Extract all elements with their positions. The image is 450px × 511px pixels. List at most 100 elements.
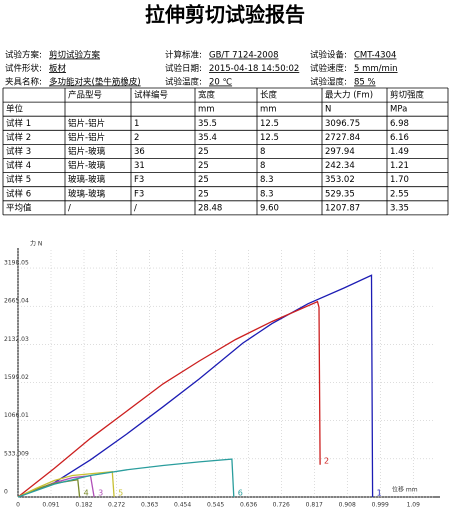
table-cell: F3 bbox=[134, 175, 144, 185]
table-cell: 12.5 bbox=[260, 119, 279, 129]
table-header: 宽度 bbox=[198, 90, 216, 101]
curve bbox=[17, 274, 374, 498]
table-cell: 28.48 bbox=[198, 203, 222, 213]
table-cell: 3.35 bbox=[390, 203, 409, 213]
table-cell: 试样 2 bbox=[6, 132, 31, 143]
table-cell: 2.55 bbox=[390, 189, 409, 199]
table-cell: 9.60 bbox=[260, 203, 279, 213]
table-cell: / bbox=[134, 203, 137, 213]
info-label: 夹具名称: bbox=[5, 77, 42, 88]
table-cell: 31 bbox=[134, 161, 145, 171]
y-tick-label: 1599.02 bbox=[4, 374, 29, 381]
table-cell: 3096.75 bbox=[325, 119, 360, 129]
x-tick-label: 0.091 bbox=[42, 502, 59, 509]
table-cell: 铝片-铝片 bbox=[68, 132, 105, 143]
table-cell: 试样 1 bbox=[6, 118, 31, 129]
table-cell: 8.3 bbox=[260, 175, 274, 185]
info-value: 板材 bbox=[49, 63, 67, 74]
x-tick-label: 0.726 bbox=[273, 502, 290, 509]
info-value: 剪切试验方案 bbox=[49, 50, 101, 61]
table-cell: 353.02 bbox=[325, 175, 355, 185]
curve bbox=[17, 300, 321, 498]
y-tick-label: 2132.03 bbox=[4, 336, 29, 343]
table-cell: 铝片-铝片 bbox=[68, 118, 105, 129]
curve-label: 2 bbox=[324, 456, 329, 465]
y-axis-label: 力 N bbox=[30, 240, 42, 248]
info-value: GB/T 7124-2008 bbox=[209, 51, 279, 61]
info-value: CMT-4304 bbox=[354, 51, 396, 61]
table-cell: 1 bbox=[134, 119, 139, 129]
info-value: 多功能对夹(垫牛筋橡皮) bbox=[49, 77, 141, 88]
table-cell: 玻璃-玻璃 bbox=[68, 188, 106, 199]
info-label: 试验方案: bbox=[5, 50, 42, 61]
table-cell: 试样 4 bbox=[6, 160, 31, 171]
table-cell: 平均值 bbox=[6, 202, 32, 213]
info-label: 计算标准: bbox=[165, 50, 202, 61]
x-tick-label: 0.545 bbox=[207, 502, 224, 509]
report-title: 拉伸剪切试验报告 bbox=[145, 3, 305, 27]
table-cell: 12.5 bbox=[260, 133, 279, 143]
y-tick-label: 533.009 bbox=[4, 450, 29, 457]
table-cell: 2 bbox=[134, 133, 139, 143]
y-tick-label: 3198.05 bbox=[4, 260, 29, 267]
x-tick-label: 0.272 bbox=[108, 502, 125, 509]
info-label: 试验日期: bbox=[165, 63, 202, 74]
curve-label: 4 bbox=[84, 489, 89, 498]
table-cell: N bbox=[325, 105, 331, 115]
table-cell: mm bbox=[198, 105, 215, 115]
y-tick-label: 0 bbox=[4, 489, 8, 496]
table-cell: 铝片-玻璃 bbox=[68, 146, 106, 157]
table-cell: 1.49 bbox=[390, 147, 409, 157]
table-cell: 1207.87 bbox=[325, 203, 360, 213]
info-value: 20 ℃ bbox=[209, 78, 233, 88]
table-cell: 25 bbox=[198, 161, 209, 171]
info-value: 2015-04-18 14:50:02 bbox=[209, 64, 299, 74]
table-cell: 8 bbox=[260, 147, 265, 157]
x-tick-label: 0.908 bbox=[339, 502, 356, 509]
table-cell: mm bbox=[260, 105, 277, 115]
table-cell: 8 bbox=[260, 161, 265, 171]
table-header: 产品型号 bbox=[68, 90, 102, 101]
table-cell: 25 bbox=[198, 147, 209, 157]
table-cell: 35.5 bbox=[198, 119, 217, 129]
info-label: 试件形状: bbox=[5, 63, 42, 74]
info-label: 试验温度: bbox=[165, 77, 202, 88]
table-cell: 1.21 bbox=[390, 161, 409, 171]
info-label: 试验湿度: bbox=[310, 77, 347, 88]
y-tick-label: 2665.04 bbox=[4, 298, 29, 305]
x-tick-label: 0.636 bbox=[240, 502, 257, 509]
x-tick-label: 0 bbox=[16, 502, 20, 509]
curve-label: 6 bbox=[238, 489, 243, 498]
table-cell: 6.98 bbox=[390, 119, 409, 129]
table-cell: 6.16 bbox=[390, 133, 409, 143]
curve-label: 5 bbox=[118, 489, 123, 498]
table-cell: 2727.84 bbox=[325, 133, 360, 143]
table-cell: 铝片-玻璃 bbox=[68, 160, 106, 171]
table-cell: 25 bbox=[198, 189, 209, 199]
info-value: 85 % bbox=[354, 78, 376, 88]
table-cell: 25 bbox=[198, 175, 209, 185]
info-label: 试验速度: bbox=[310, 63, 347, 74]
curve bbox=[17, 470, 115, 498]
table-cell: 单位 bbox=[6, 104, 24, 115]
y-tick-label: 1066.01 bbox=[4, 412, 29, 419]
table-cell: F3 bbox=[134, 189, 144, 199]
x-tick-label: 0.817 bbox=[306, 502, 323, 509]
x-tick-label: 0.363 bbox=[141, 502, 158, 509]
table-cell: MPa bbox=[390, 105, 407, 115]
table-cell: 35.4 bbox=[198, 133, 217, 143]
curve-label: 1 bbox=[377, 489, 382, 498]
curve-label: 3 bbox=[98, 489, 103, 498]
table-cell: 8.3 bbox=[260, 189, 274, 199]
table-header: 试样编号 bbox=[134, 90, 168, 101]
x-tick-label: 0.999 bbox=[372, 502, 389, 509]
table-cell: 529.35 bbox=[325, 189, 355, 199]
table-cell: / bbox=[68, 203, 71, 213]
table-cell: 试样 3 bbox=[6, 146, 31, 157]
curve bbox=[17, 458, 235, 498]
info-value: 5 mm/min bbox=[354, 64, 398, 74]
x-tick-label: 0.454 bbox=[174, 502, 191, 509]
table-cell: 242.34 bbox=[325, 161, 355, 171]
table-header: 长度 bbox=[260, 90, 278, 101]
